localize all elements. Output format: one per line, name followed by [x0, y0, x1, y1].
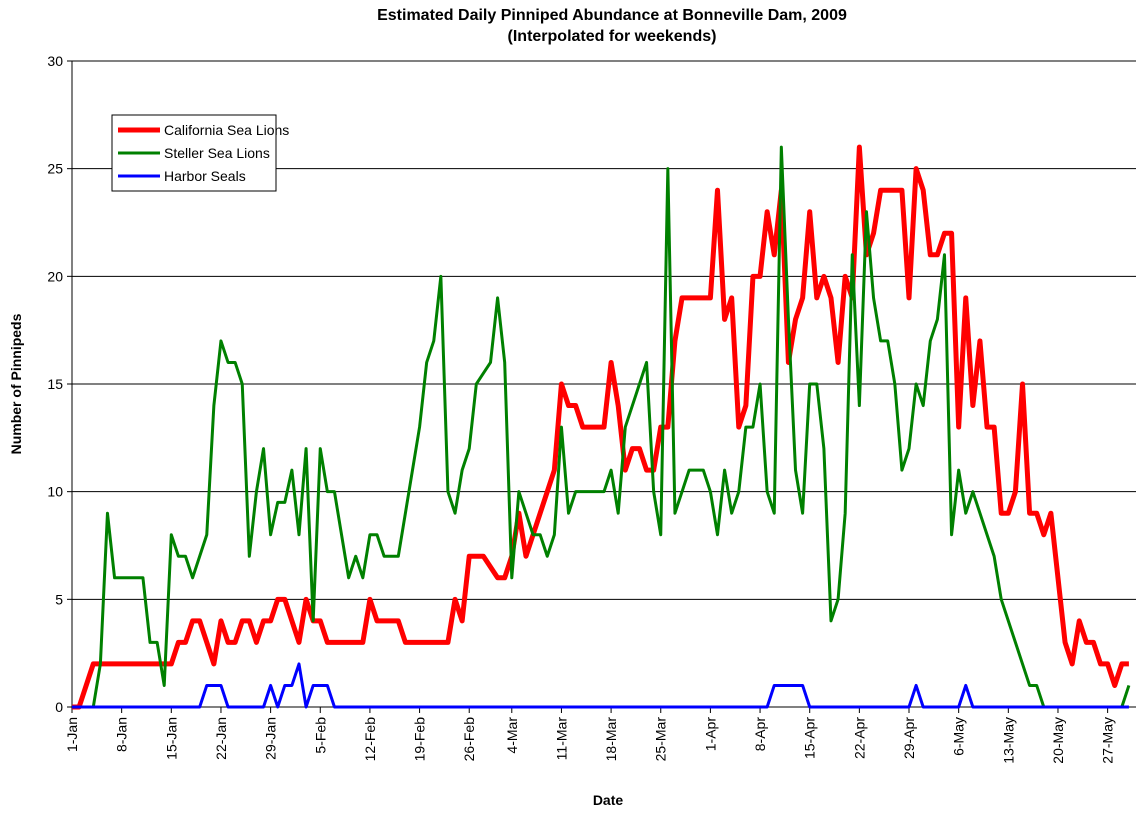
- x-tick-label: 29-Jan: [263, 717, 279, 760]
- series-line: [72, 662, 1129, 709]
- x-tick-label: 22-Jan: [213, 717, 229, 760]
- x-tick-label: 22-Apr: [851, 717, 867, 759]
- legend-label: Steller Sea Lions: [164, 145, 270, 161]
- x-tick-label: 12-Feb: [362, 717, 378, 762]
- chart-subtitle: (Interpolated for weekends): [508, 28, 717, 45]
- x-tick-label: 19-Feb: [412, 717, 428, 762]
- x-tick-label: 29-Apr: [901, 717, 917, 759]
- series-line: [72, 144, 1129, 710]
- y-tick-label: 10: [47, 484, 63, 500]
- x-tick-label: 18-Mar: [603, 717, 619, 762]
- y-tick-label: 25: [47, 161, 63, 177]
- y-tick-label: 5: [55, 591, 63, 607]
- y-tick-label: 20: [47, 268, 63, 284]
- x-tick-label: 25-Mar: [653, 717, 669, 762]
- x-tick-label: 15-Jan: [163, 717, 179, 760]
- legend-label: Harbor Seals: [164, 168, 246, 184]
- x-tick-label: 1-Apr: [702, 717, 718, 752]
- series-line: [72, 145, 1131, 709]
- y-axis-label: Number of Pinnipeds: [8, 313, 24, 454]
- x-tick-label: 8-Jan: [114, 717, 130, 752]
- x-tick-label: 15-Apr: [802, 717, 818, 759]
- x-axis-label: Date: [593, 792, 624, 808]
- x-tick-label: 20-May: [1050, 717, 1066, 764]
- y-tick-label: 15: [47, 376, 63, 392]
- x-tick-label: 27-May: [1100, 717, 1116, 764]
- y-tick-label: 0: [55, 699, 63, 715]
- y-tick-label: 30: [47, 53, 63, 69]
- x-tick-label: 5-Feb: [312, 717, 328, 754]
- legend-label: California Sea Lions: [164, 122, 289, 138]
- x-tick-label: 1-Jan: [64, 717, 80, 752]
- x-tick-label: 11-Mar: [553, 717, 569, 761]
- chart-title: Estimated Daily Pinniped Abundance at Bo…: [377, 7, 847, 24]
- x-tick-label: 13-May: [1000, 717, 1016, 764]
- x-tick-label: 6-May: [951, 717, 967, 756]
- x-tick-label: 4-Mar: [504, 717, 520, 754]
- x-tick-label: 26-Feb: [461, 717, 477, 762]
- x-tick-label: 8-Apr: [752, 717, 768, 752]
